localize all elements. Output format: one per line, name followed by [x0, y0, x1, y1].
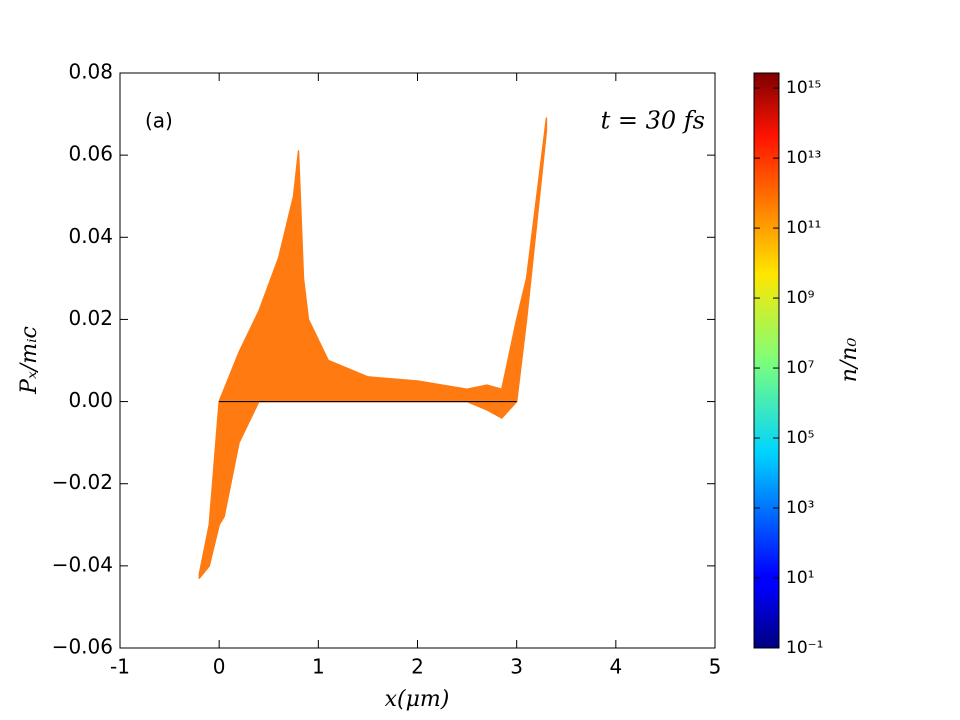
y-tick-label: 0.08 [68, 60, 113, 84]
colorbar-label: n/n₀ [837, 338, 862, 383]
y-axis-label: Pₓ/mᵢc [17, 326, 42, 395]
y-tick-label: −0.02 [52, 470, 113, 494]
colorbar [753, 72, 780, 649]
colorbar-tick-label: 10¹¹ [786, 218, 821, 238]
y-tick-label: 0.02 [68, 306, 113, 330]
colorbar-tick-label: 10¹ [786, 568, 814, 588]
colorbar-tick-label: 10⁵ [786, 428, 814, 448]
colorbar-tick-label: 10¹⁵ [786, 78, 821, 98]
x-tick-label: -1 [110, 655, 130, 679]
x-tick-label: 3 [510, 655, 523, 679]
y-tick-label: 0.00 [68, 388, 113, 412]
x-axis-label: x(μm) [385, 687, 450, 712]
colorbar-tick-label: 10³ [786, 498, 814, 518]
y-tick-label: −0.04 [52, 552, 113, 576]
x-tick-label: 5 [709, 655, 722, 679]
colorbar-tick-label: 10¹³ [786, 148, 821, 168]
x-tick-label: 1 [312, 655, 325, 679]
x-tick-label: 0 [213, 655, 226, 679]
x-tick-label: 2 [411, 655, 424, 679]
time-label: t = 30 fs [601, 107, 705, 135]
phase-space-region [198, 117, 548, 579]
y-tick-label: −0.06 [52, 635, 113, 659]
y-tick-label: 0.06 [68, 142, 113, 166]
y-tick-label: 0.04 [68, 224, 113, 248]
colorbar-tick-label: 10⁷ [786, 358, 815, 378]
colorbar-tick-label: 10⁹ [786, 288, 815, 308]
panel-label: (a) [145, 109, 173, 133]
x-tick-label: 4 [609, 655, 622, 679]
colorbar-tick-label: 10⁻¹ [786, 638, 823, 658]
